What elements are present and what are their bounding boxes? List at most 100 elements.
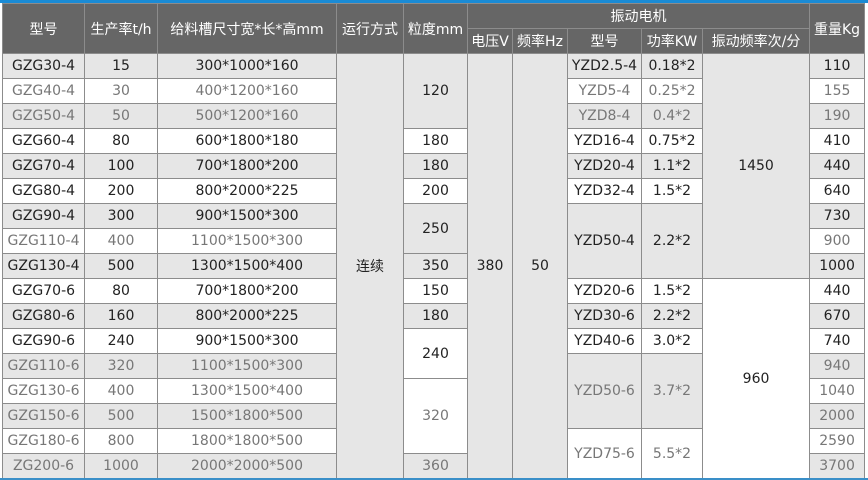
capacity-cell: 50 <box>84 103 158 129</box>
model-cell: GZG40-4 <box>2 78 85 104</box>
motor-model-cell: YZD2.5-4 <box>567 53 642 79</box>
table-row: ZG200-6 1000 2000*2000*500 360 3700 <box>2 453 866 479</box>
power-cell: 3.7*2 <box>641 353 703 429</box>
header-power: 功率KW <box>641 28 703 54</box>
motor-model-cell: YZD50-4 <box>567 203 642 279</box>
size-cell: 2000*2000*500 <box>157 453 337 479</box>
weight-cell: 2000 <box>809 403 866 429</box>
model-cell: GZG180-6 <box>2 428 85 454</box>
size-cell: 800*2000*225 <box>157 303 337 329</box>
size-cell: 700*1800*200 <box>157 153 337 179</box>
capacity-cell: 400 <box>84 378 158 404</box>
weight-cell: 110 <box>809 53 866 79</box>
granularity-cell: 180 <box>403 128 468 154</box>
weight-cell: 440 <box>809 278 866 304</box>
table-row: GZG70-4 100 700*1800*200 180 YZD20-4 1.1*2 440 <box>2 153 866 179</box>
motor-model-cell: YZD75-6 <box>567 428 642 479</box>
capacity-cell: 80 <box>84 128 158 154</box>
table-row: GZG80-4 200 800*2000*225 200 YZD32-4 1.5*2 640 <box>2 178 866 204</box>
table-row: GZG130-4 500 1300*1500*400 350 1000 <box>2 253 866 279</box>
size-cell: 400*1200*160 <box>157 78 337 104</box>
power-cell: 5.5*2 <box>641 428 703 479</box>
header-granularity: 粒度mm <box>403 3 468 54</box>
table-row: GZG60-4 80 600*1800*180 180 YZD16-4 0.75*2 410 <box>2 128 866 154</box>
capacity-cell: 400 <box>84 228 158 254</box>
model-cell: GZG70-6 <box>2 278 85 304</box>
vibration-frequency-cell: 1450 <box>701 53 811 279</box>
capacity-cell: 300 <box>84 203 158 229</box>
power-cell: 1.1*2 <box>641 153 703 179</box>
weight-cell: 900 <box>809 228 866 254</box>
header-motor-model: 型号 <box>567 28 642 54</box>
size-cell: 900*1500*300 <box>157 203 337 229</box>
size-cell: 300*1000*160 <box>157 53 337 79</box>
capacity-cell: 500 <box>84 253 158 279</box>
granularity-cell: 240 <box>403 328 468 379</box>
motor-model-cell: YZD5-4 <box>567 78 642 104</box>
capacity-cell: 1000 <box>84 453 158 479</box>
table-row: GZG70-6 80 700*1800*200 150 YZD20-6 1.5*2 960 4… <box>2 278 866 479</box>
header-run-mode: 运行方式 <box>336 3 404 54</box>
granularity-cell: 180 <box>403 303 468 329</box>
header-size: 给料槽尺寸宽*长*高mm <box>157 3 337 54</box>
model-cell: GZG110-4 <box>2 228 85 254</box>
motor-model-cell: YZD40-6 <box>567 328 642 354</box>
model-cell: GZG80-6 <box>2 303 85 329</box>
table-row: GZG150-6 500 1500*1800*500 2000 <box>2 403 866 429</box>
header-vibration-motor: 振动电机 <box>466 3 811 29</box>
weight-cell: 155 <box>809 78 866 104</box>
table-row: GZG180-6 800 1800*1800*500 YZD75-6 5.5*2 2590 <box>2 428 866 479</box>
table-row: GZG90-4 300 900*1500*300 250 YZD50-4 2.2*2 730 <box>2 203 866 279</box>
capacity-cell: 800 <box>84 428 158 454</box>
table-body: GZG30-4 15 300*1000*160 连续 120 380 50 YZD2.5-4 0… <box>2 53 866 479</box>
model-cell: GZG90-4 <box>2 203 85 229</box>
weight-cell: 1040 <box>809 378 866 404</box>
weight-cell: 640 <box>809 178 866 204</box>
weight-cell: 940 <box>809 353 866 379</box>
motor-model-cell: YZD16-4 <box>567 128 642 154</box>
weight-cell: 1000 <box>809 253 866 279</box>
capacity-cell: 240 <box>84 328 158 354</box>
motor-model-cell: YZD32-4 <box>567 178 642 204</box>
size-cell: 800*2000*225 <box>157 178 337 204</box>
voltage-cell: 380 <box>467 53 513 479</box>
model-cell: GZG30-4 <box>2 53 85 79</box>
model-cell: GZG50-4 <box>2 103 85 129</box>
power-cell: 0.75*2 <box>641 128 703 154</box>
granularity-cell: 320 <box>403 378 468 454</box>
table-row: GZG30-4 15 300*1000*160 连续 120 380 50 YZD2.5-4 0… <box>2 53 866 479</box>
motor-model-cell: YZD20-4 <box>567 153 642 179</box>
capacity-cell: 320 <box>84 353 158 379</box>
vibration-frequency-cell: 960 <box>701 278 811 479</box>
size-cell: 900*1500*300 <box>157 328 337 354</box>
size-cell: 700*1800*200 <box>157 278 337 304</box>
run-mode-cell: 连续 <box>336 53 404 479</box>
weight-cell: 670 <box>809 303 866 329</box>
model-cell: ZG200-6 <box>2 453 85 479</box>
capacity-cell: 500 <box>84 403 158 429</box>
size-cell: 1500*1800*500 <box>157 403 337 429</box>
table-row: GZG80-6 160 800*2000*225 180 YZD30-6 2.2*2 670 <box>2 303 866 329</box>
power-cell: 2.2*2 <box>641 203 703 279</box>
capacity-cell: 15 <box>84 53 158 79</box>
header-weight: 重量Kg <box>809 3 866 54</box>
motor-model-cell: YZD20-6 <box>567 278 642 304</box>
capacity-cell: 80 <box>84 278 158 304</box>
model-cell: GZG150-6 <box>2 403 85 429</box>
table-row: GZG40-4 30 400*1200*160 YZD5-4 0.25*2 155 <box>2 78 866 104</box>
header-capacity: 生产率t/h <box>84 3 158 54</box>
power-cell: 0.18*2 <box>641 53 703 79</box>
motor-model-cell: YZD50-6 <box>567 353 642 429</box>
size-cell: 1100*1500*300 <box>157 228 337 254</box>
size-cell: 600*1800*180 <box>157 128 337 154</box>
size-cell: 1300*1500*400 <box>157 253 337 279</box>
granularity-cell: 250 <box>403 203 468 254</box>
power-cell: 0.4*2 <box>641 103 703 129</box>
capacity-cell: 160 <box>84 303 158 329</box>
granularity-cell: 200 <box>403 178 468 204</box>
size-cell: 1100*1500*300 <box>157 353 337 379</box>
power-cell: 1.5*2 <box>641 278 703 304</box>
capacity-cell: 100 <box>84 153 158 179</box>
granularity-cell: 120 <box>403 53 468 129</box>
weight-cell: 740 <box>809 328 866 354</box>
